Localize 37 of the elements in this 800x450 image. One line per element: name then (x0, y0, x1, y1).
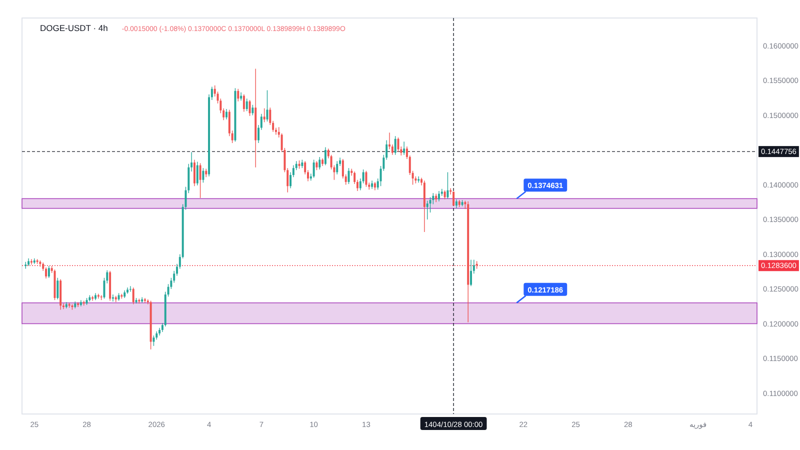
text: DOGE-USDT · 4h (40, 23, 108, 33)
candlestick (252, 104, 254, 116)
candlestick (426, 200, 428, 220)
candlestick (152, 335, 155, 346)
candlestick (196, 161, 198, 186)
candlestick (438, 190, 440, 202)
candlestick (246, 98, 248, 112)
candlestick (226, 108, 228, 120)
candlestick (455, 198, 458, 209)
candlestick (144, 298, 146, 304)
candlestick (444, 190, 446, 200)
candlestick (452, 191, 455, 206)
candlestick (202, 168, 204, 184)
candlestick (403, 141, 406, 156)
candlestick (318, 156, 321, 170)
candlestick (394, 136, 396, 156)
candlestick (48, 266, 50, 278)
candlestick (397, 137, 400, 152)
candlestick (237, 88, 240, 102)
candlestick (324, 146, 326, 166)
candlestick (56, 277, 59, 300)
candlestick (132, 287, 134, 305)
candlestick (365, 170, 368, 188)
candlestick (316, 160, 318, 170)
candlestick (362, 169, 364, 184)
candlestick (242, 94, 245, 112)
candlestick (30, 258, 32, 265)
candlestick (240, 92, 242, 102)
candlestick (336, 160, 338, 175)
candlestick (248, 100, 251, 116)
candlestick (199, 162, 202, 198)
candlestick (77, 302, 80, 308)
candlestick (446, 172, 449, 199)
candlestick (470, 259, 472, 287)
candlestick (263, 108, 266, 123)
candlestick (312, 159, 315, 178)
candlestick (193, 159, 196, 186)
